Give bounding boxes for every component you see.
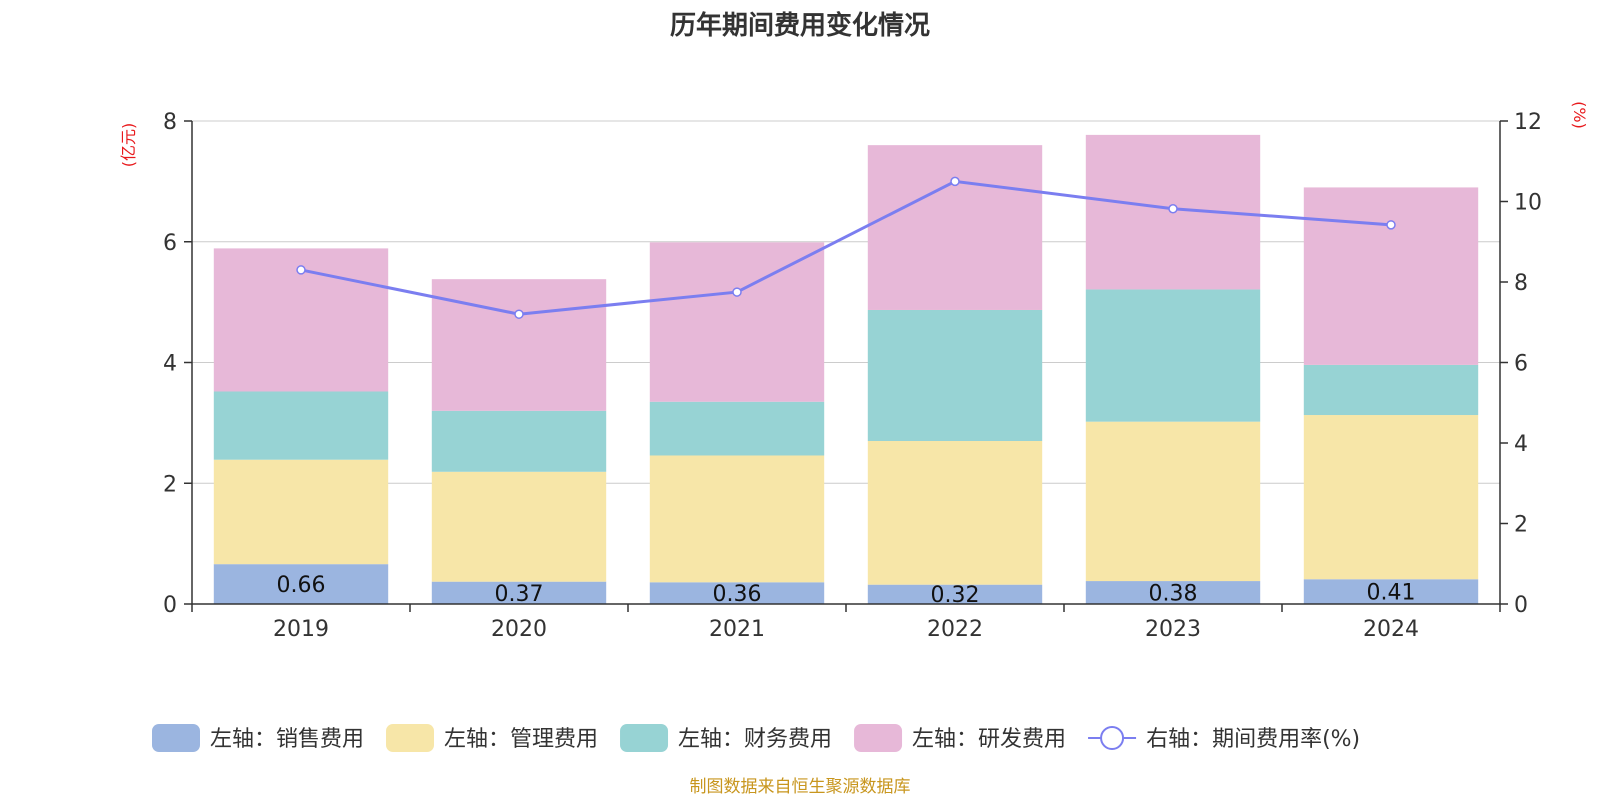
right-axis-unit: (%) — [1570, 101, 1589, 129]
left-axis-tick-label: 0 — [163, 593, 177, 618]
x-axis-tick-label: 2021 — [709, 617, 765, 642]
rate-line — [300, 179, 1392, 316]
legend: 左轴：销售费用 左轴：管理费用 左轴：财务费用 左轴：研发费用 右轴：期间费用率(%) — [152, 724, 1360, 752]
left-axis-tick-label: 4 — [163, 352, 177, 377]
data-label: 0.41 — [1367, 581, 1416, 606]
rate-point — [296, 265, 306, 275]
right-axis-tick-label: 4 — [1514, 432, 1528, 457]
x-axis-tick-label: 2024 — [1363, 617, 1419, 642]
data-label: 0.38 — [1149, 582, 1198, 607]
data-label: 0.36 — [713, 582, 762, 607]
rate-point — [1386, 220, 1396, 230]
left-axis-tick-label: 8 — [163, 110, 177, 135]
chart-title: 历年期间费用变化情况 — [670, 10, 930, 41]
right-axis-tick-label: 6 — [1514, 352, 1528, 377]
x-axis-tick-label: 2023 — [1145, 617, 1201, 642]
right-axis-tick-label: 0 — [1514, 593, 1528, 618]
bar-segment — [1085, 581, 1261, 604]
legend-marker-icon — [1100, 726, 1125, 750]
legend-swatch — [854, 724, 903, 752]
source-note: 制图数据来自恒生聚源数据库 — [690, 777, 911, 797]
right-axis-tick-label: 10 — [1514, 191, 1542, 216]
left-axis-tick-label: 6 — [163, 231, 177, 256]
legend-label: 右轴：期间费用率(%) — [1146, 727, 1360, 752]
bar-segment — [1085, 289, 1261, 422]
right-axis-tick-label: 12 — [1514, 110, 1542, 135]
bar-segment — [431, 279, 607, 411]
axes: 0 2 4 6 8 0 2 4 6 8 10 12 2019 2020 2021 2022 2023 2024 — [163, 110, 1542, 642]
bar-segment — [213, 459, 389, 565]
line-series — [296, 176, 1396, 319]
bar-series — [213, 134, 1479, 604]
bar-segment — [213, 564, 389, 604]
right-axis-tick-label: 2 — [1514, 513, 1528, 538]
bar-segment — [1303, 579, 1479, 604]
rate-point — [950, 176, 960, 187]
gridlines — [192, 120, 1500, 484]
right-axis-tick-label: 8 — [1514, 271, 1528, 296]
bar-segment — [1303, 415, 1479, 580]
bar-segment — [649, 401, 825, 456]
bar-segment — [1085, 421, 1261, 582]
bar-segment — [649, 582, 825, 604]
bar-segment — [867, 440, 1043, 585]
x-axis-tick-label: 2019 — [273, 617, 329, 642]
left-axis-tick-label: 2 — [163, 472, 177, 497]
legend-swatch — [152, 724, 200, 752]
legend-label: 左轴：销售费用 — [210, 727, 364, 752]
bar-segment — [1303, 187, 1479, 365]
legend-swatch — [386, 724, 435, 752]
rate-point — [732, 287, 742, 297]
rate-point — [514, 309, 524, 319]
bar-segment — [649, 242, 825, 402]
rate-point — [1168, 203, 1178, 214]
legend-label: 左轴：管理费用 — [444, 727, 598, 752]
x-axis-tick-label: 2022 — [927, 617, 983, 642]
bar-segment — [213, 391, 389, 460]
legend-label: 左轴：财务费用 — [678, 727, 832, 752]
x-axis-tick-label: 2020 — [491, 617, 547, 642]
bar-segment — [431, 410, 607, 472]
bar-segment — [1303, 364, 1479, 416]
bar-segment — [867, 309, 1043, 441]
data-label: 0.32 — [931, 583, 980, 608]
left-axis-unit: (亿元) — [119, 123, 138, 168]
data-label: 0.66 — [277, 573, 326, 598]
data-labels: 0.66 0.37 0.36 0.32 0.38 0.41 — [277, 573, 1416, 608]
bar-segment — [431, 581, 607, 604]
legend-label: 左轴：研发费用 — [912, 727, 1066, 752]
legend-swatch — [620, 724, 669, 752]
data-label: 0.37 — [495, 582, 544, 607]
bar-segment — [867, 145, 1043, 310]
bar-segment — [867, 584, 1043, 604]
bar-segment — [431, 471, 607, 582]
bar-segment — [649, 455, 825, 583]
